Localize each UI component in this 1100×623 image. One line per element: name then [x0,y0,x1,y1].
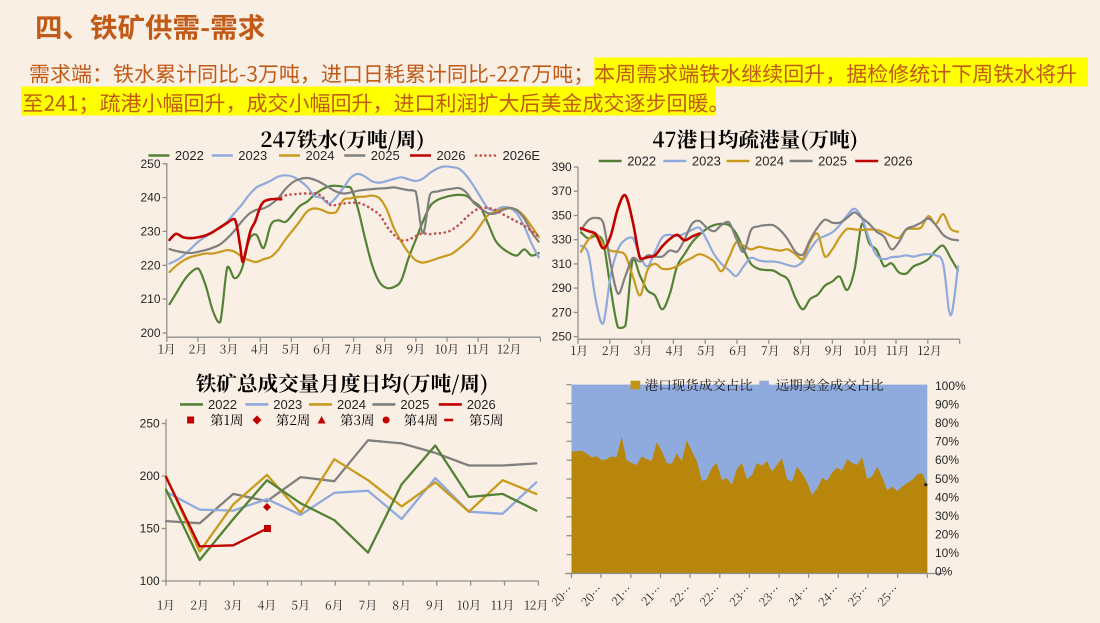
svg-text:60%: 60% [935,453,959,467]
svg-text:80%: 80% [935,416,959,430]
svg-text:350: 350 [552,209,572,223]
svg-text:150: 150 [140,522,160,536]
svg-text:240: 240 [140,191,160,205]
svg-text:2023: 2023 [692,154,721,169]
svg-text:330: 330 [552,233,572,247]
svg-text:50%: 50% [935,472,959,486]
svg-text:70%: 70% [935,435,959,449]
svg-text:2024: 2024 [755,154,784,169]
svg-text:270: 270 [552,305,572,319]
svg-text:2023: 2023 [238,148,267,163]
svg-text:210: 210 [140,292,160,306]
svg-text:2026: 2026 [467,397,496,412]
svg-text:2025: 2025 [400,397,429,412]
svg-text:2023: 2023 [273,397,302,412]
svg-text:2026: 2026 [884,154,913,169]
svg-text:2026E: 2026E [503,148,541,163]
svg-text:2024: 2024 [337,397,366,412]
svg-text:2022: 2022 [175,148,204,163]
svg-text:250: 250 [140,417,160,431]
svg-text:200: 200 [140,469,160,483]
svg-text:100: 100 [140,574,160,588]
svg-text:230: 230 [140,224,160,238]
svg-text:2022: 2022 [208,397,237,412]
svg-text:310: 310 [552,257,572,271]
svg-text:200: 200 [140,326,160,340]
svg-text:370: 370 [552,184,572,198]
svg-text:40%: 40% [935,490,959,504]
svg-text:100%: 100% [935,379,966,393]
svg-text:10%: 10% [935,546,959,560]
svg-text:2024: 2024 [306,148,335,163]
svg-text:250: 250 [552,330,572,344]
svg-text:90%: 90% [935,398,959,412]
svg-text:220: 220 [140,258,160,272]
svg-text:30%: 30% [935,509,959,523]
svg-text:2022: 2022 [627,154,656,169]
svg-text:2025: 2025 [818,154,847,169]
svg-text:290: 290 [552,281,572,295]
svg-text:2026: 2026 [437,148,466,163]
svg-text:2025: 2025 [371,148,400,163]
svg-text:0%: 0% [935,565,953,579]
svg-text:250: 250 [140,157,160,171]
svg-text:390: 390 [552,160,572,174]
svg-text:20%: 20% [935,528,959,542]
